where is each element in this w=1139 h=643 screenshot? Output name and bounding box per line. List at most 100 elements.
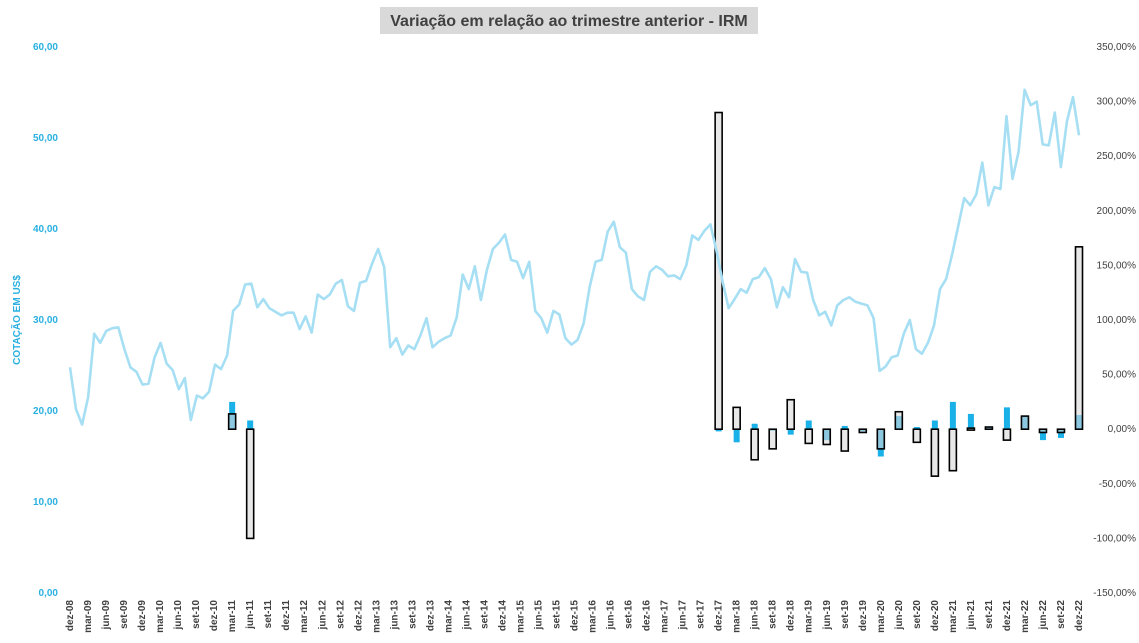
left-tick-label: 60,00 <box>33 42 58 53</box>
x-tick-label: mar-11 <box>227 600 238 633</box>
right-tick-label: 200,00% <box>1097 206 1137 217</box>
x-tick-label: set-16 <box>624 600 635 629</box>
x-tick-label: dez-17 <box>714 600 725 632</box>
pct-change-bar <box>931 420 938 430</box>
pct-change-outlined-bar <box>245 428 255 540</box>
pct-change-bar <box>913 427 920 430</box>
right-tick-label: 300,00% <box>1097 97 1137 108</box>
pct-change-bar <box>841 425 848 430</box>
pct-change-bar <box>787 429 794 435</box>
x-tick-label: set-15 <box>551 600 562 629</box>
pct-change-outlined-bar <box>786 398 796 431</box>
x-tick-label: dez-11 <box>281 600 292 631</box>
x-tick-label: jun-12 <box>317 600 328 631</box>
pct-change-outlined-bar <box>912 428 922 444</box>
x-tick-label: jun-16 <box>606 600 617 631</box>
pct-change-bar <box>1039 429 1046 441</box>
left-tick-label: 0,00 <box>39 588 59 599</box>
right-tick-label: 150,00% <box>1097 260 1137 271</box>
x-tick-label: jun-13 <box>389 600 400 631</box>
x-tick-label: dez-12 <box>353 600 364 632</box>
x-tick-label: set-21 <box>984 600 995 629</box>
x-tick-label: dez-10 <box>209 600 220 632</box>
left-tick-label: 50,00 <box>33 133 58 144</box>
x-tick-label: mar-13 <box>371 600 382 633</box>
pct-change-outlined-bars <box>227 111 1084 540</box>
x-tick-label: set-18 <box>768 600 779 629</box>
pct-change-outlined-bar <box>966 427 976 431</box>
price-line <box>68 88 1081 426</box>
x-tick-label: set-22 <box>1056 600 1067 629</box>
x-tick-label: mar-20 <box>876 600 887 633</box>
x-tick-label: mar-15 <box>515 600 526 633</box>
pct-change-bar <box>949 401 956 430</box>
x-axis-ticks: dez-08 mar-09 jun-09 set-09 dez-09 mar-10 jun-… <box>65 600 1085 633</box>
pct-change-outlined-bar <box>984 426 994 430</box>
pct-change-outlined-bar <box>1020 415 1030 431</box>
left-tick-label: 40,00 <box>33 224 58 235</box>
pct-change-outlined-bar <box>750 428 759 461</box>
pct-change-bar <box>1003 407 1010 430</box>
x-tick-label: mar-09 <box>83 600 94 633</box>
x-tick-label: set-11 <box>263 600 274 629</box>
x-tick-label: jun-14 <box>461 600 472 631</box>
pct-change-bar <box>247 420 254 430</box>
title-background <box>380 7 758 34</box>
x-tick-label: dez-09 <box>137 600 148 632</box>
x-tick-label: dez-20 <box>930 600 941 632</box>
pct-change-bar <box>805 420 812 430</box>
x-tick-label: set-19 <box>840 600 851 629</box>
x-tick-label: mar-22 <box>1020 600 1031 633</box>
pct-change-outlined-bar <box>1074 246 1084 430</box>
x-tick-label: jun-21 <box>966 600 977 631</box>
x-tick-label: jun-11 <box>245 600 256 630</box>
x-tick-label: jun-20 <box>894 600 905 631</box>
x-tick-label: set-10 <box>191 600 202 629</box>
x-tick-label: jun-19 <box>822 600 833 631</box>
chart-title: Variação em relação ao trimestre anterio… <box>390 13 747 30</box>
pct-change-outlined-bar <box>732 406 741 430</box>
x-tick-label: mar-18 <box>732 600 743 633</box>
pct-change-outlined-bar <box>822 428 832 446</box>
x-tick-label: mar-19 <box>804 600 815 633</box>
x-tick-label: jun-17 <box>678 600 689 631</box>
x-tick-label: mar-14 <box>443 600 454 633</box>
x-tick-label: dez-21 <box>1002 600 1013 632</box>
pct-change-outlined-bar <box>768 428 777 450</box>
x-tick-label: dez-22 <box>1074 600 1085 632</box>
pct-change-outlined-bar <box>858 428 868 434</box>
pct-change-outlined-bar <box>840 428 850 452</box>
left-tick-label: 20,00 <box>33 406 58 417</box>
right-tick-label: 100,00% <box>1097 315 1137 326</box>
pct-change-bar <box>715 429 722 432</box>
x-tick-label: dez-19 <box>858 600 869 632</box>
right-tick-label: 0,00% <box>1108 424 1136 435</box>
pct-change-outlined-bar <box>948 428 958 472</box>
x-tick-label: set-13 <box>407 600 418 629</box>
x-tick-label: mar-10 <box>155 600 166 633</box>
pct-change-outlined-bar <box>1038 428 1048 434</box>
pct-change-bar <box>751 423 758 430</box>
right-tick-label: 50,00% <box>1102 370 1136 381</box>
left-tick-label: 30,00 <box>33 315 58 326</box>
pct-change-outlined-bar <box>930 428 940 477</box>
x-tick-label: dez-08 <box>65 600 76 632</box>
x-tick-label: set-09 <box>119 600 130 629</box>
right-tick-label: 350,00% <box>1097 42 1137 53</box>
x-tick-label: dez-18 <box>786 600 797 632</box>
x-tick-label: jun-10 <box>173 600 184 631</box>
x-tick-label: jun-22 <box>1038 600 1049 631</box>
pct-change-outlined-bar <box>894 410 904 430</box>
pct-change-outlined-bar <box>714 111 723 430</box>
x-tick-label: jun-15 <box>533 600 544 631</box>
x-tick-label: dez-16 <box>642 600 653 632</box>
pct-change-outlined-bar <box>1002 428 1012 441</box>
left-axis-ticks: 0,00 10,00 20,00 30,00 40,00 50,00 60,00 <box>33 42 58 599</box>
price-line-layer <box>68 88 1081 426</box>
pct-change-bar <box>967 413 974 430</box>
x-tick-label: set-12 <box>335 600 346 629</box>
pct-change-bar <box>733 429 740 443</box>
right-tick-label: 250,00% <box>1097 151 1137 162</box>
x-tick-label: jun-09 <box>101 600 112 631</box>
